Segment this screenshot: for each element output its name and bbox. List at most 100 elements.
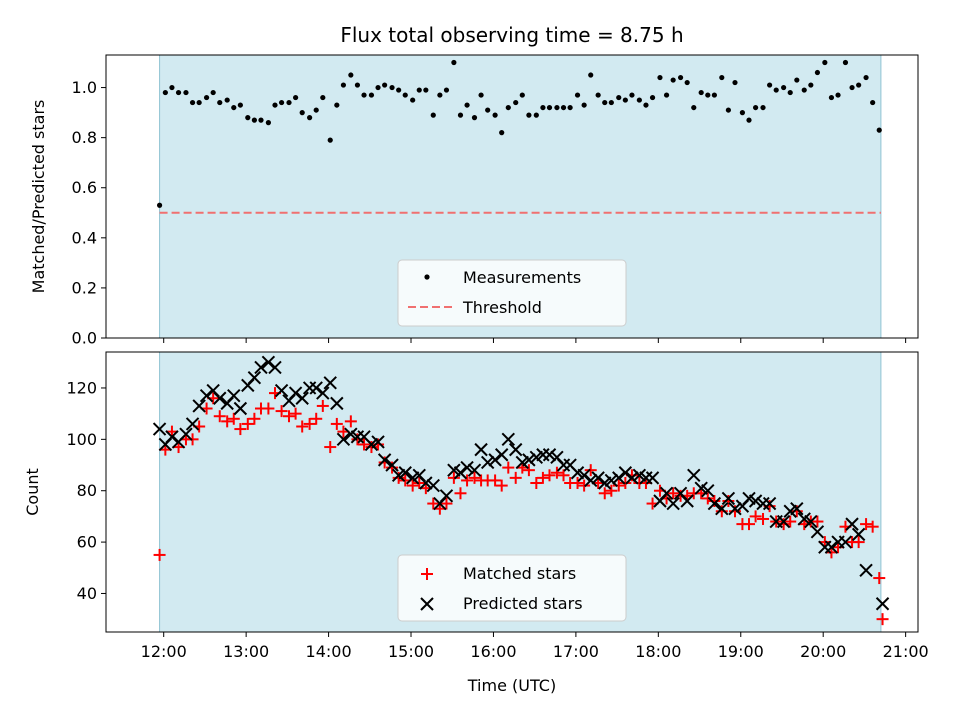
top-legend-box: [397, 259, 627, 327]
measurement-point: [870, 99, 876, 106]
legend-measurements-label: Measurements: [463, 268, 581, 287]
matched-stars-point: [743, 518, 756, 531]
measurement-point: [526, 112, 532, 118]
top-chart-title: Flux total observing time = 8.75 h: [340, 23, 683, 47]
matched-stars-point: [248, 412, 261, 425]
matched-stars-point: [557, 469, 570, 482]
legend-matched-stars-label: Matched stars: [463, 564, 576, 583]
top-y-tick-label: 0.8: [72, 128, 97, 147]
matched-stars-point: [784, 515, 797, 528]
measurement-point: [705, 92, 711, 98]
bottom-x-tick-label: 16:00: [470, 642, 516, 661]
measurement-point: [698, 89, 704, 96]
measurement-point: [382, 82, 388, 88]
measurement-point: [781, 84, 787, 91]
matched-stars-point: [509, 471, 522, 484]
matched-stars-point: [316, 399, 329, 412]
bottom-x-tick-label: 17:00: [553, 642, 599, 661]
measurement-point: [835, 92, 841, 98]
top-axes-frame: [105, 54, 919, 339]
measurement-point: [588, 72, 594, 78]
bottom-x-tick-label: 15:00: [388, 642, 434, 661]
bottom-legend: Matched stars Predicted stars: [397, 554, 627, 622]
bottom-data-layer: [152, 355, 890, 626]
measurement-point: [307, 115, 313, 121]
legend-predicted-stars-icon: [420, 597, 434, 611]
predicted-stars-point: [509, 442, 523, 457]
measurement-point: [677, 74, 684, 81]
matched-stars-point: [790, 505, 803, 518]
predicted-stars-point: [875, 597, 890, 611]
top-y-tick-label: 0.0: [72, 329, 97, 348]
measurement-point: [327, 137, 333, 143]
predicted-stars-point: [199, 388, 214, 403]
matched-stars-point: [873, 572, 886, 585]
predicted-stars-point: [179, 427, 193, 441]
bottom-x-tick-label: 19:00: [718, 642, 764, 661]
predicted-stars-point: [715, 501, 729, 516]
bottom-y-tick-label: 40: [77, 584, 97, 603]
bottom-x-axis-label: Time (UTC): [467, 676, 556, 695]
matched-stars-point: [454, 487, 467, 500]
predicted-stars-point: [604, 473, 619, 488]
predicted-stars-point: [213, 391, 227, 405]
measurement-point: [822, 59, 828, 66]
measurement-point: [183, 89, 189, 96]
measurement-point: [286, 99, 292, 106]
matched-stars-point: [372, 438, 385, 451]
matched-stars-point: [186, 433, 199, 446]
predicted-stars-point: [824, 540, 839, 554]
matched-stars-point: [468, 471, 481, 484]
matched-stars-point: [605, 484, 618, 497]
bottom-x-tick-label: 13:00: [223, 642, 269, 661]
measurement-point: [842, 59, 849, 66]
predicted-stars-point: [227, 388, 241, 403]
top-y-tick-label: 0.4: [72, 228, 97, 247]
measurement-point: [719, 74, 725, 81]
top-panel: 0.0 0.2 0.4 0.6 0.8 1.0 Matched/Predicted sta…: [29, 54, 919, 348]
top-y-tick-label: 0.6: [72, 178, 97, 197]
matched-stars-point: [715, 505, 728, 518]
matched-stars-point: [701, 492, 714, 505]
measurement-point: [533, 112, 539, 118]
measurement-point: [196, 99, 202, 106]
matched-stars-point: [283, 410, 296, 423]
predicted-stars-point: [859, 563, 873, 578]
measurement-point: [334, 102, 340, 108]
measurement-point: [423, 87, 429, 93]
matched-stars-point: [413, 477, 426, 490]
matched-stars-point: [358, 438, 371, 451]
predicted-stars-point: [165, 430, 179, 444]
matched-stars-point: [303, 417, 316, 430]
measurement-point: [451, 59, 457, 66]
predicted-stars-point: [612, 471, 626, 485]
bottom-y-tick-label: 80: [77, 481, 97, 500]
matched-stars-point: [296, 420, 309, 433]
measurement-point: [608, 99, 614, 106]
matched-stars-point: [502, 461, 515, 474]
predicted-stars-point: [584, 473, 598, 488]
matched-stars-point: [241, 417, 254, 430]
measurement-point: [574, 92, 581, 98]
measurement-point: [753, 104, 759, 111]
measurement-point: [361, 92, 367, 98]
measurement-point: [546, 104, 553, 111]
measurement-point: [828, 94, 835, 101]
matched-stars-point: [440, 497, 453, 510]
predicted-stars-point: [371, 435, 385, 449]
measurement-point: [293, 94, 299, 101]
bottom-y-axis-label: Count: [23, 468, 42, 516]
measurement-point: [299, 110, 305, 116]
measurement-point: [767, 82, 773, 88]
measurement-point: [416, 87, 422, 93]
measurement-point: [278, 99, 285, 106]
measurement-point: [863, 74, 869, 81]
measurement-point: [856, 82, 862, 88]
measurement-point: [739, 110, 746, 116]
measurement-point: [595, 92, 601, 98]
matched-stars-point: [392, 471, 405, 484]
bottom-y-tick-label: 120: [66, 378, 97, 397]
predicted-stars-point: [233, 401, 248, 416]
predicted-stars-point: [336, 432, 351, 447]
